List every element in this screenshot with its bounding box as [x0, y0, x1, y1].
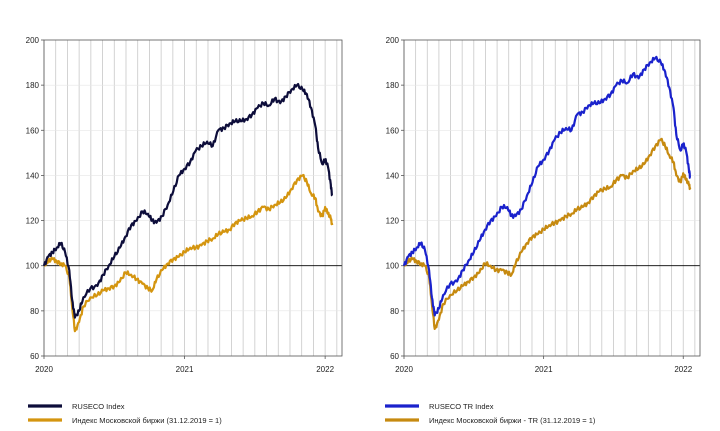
y-tick-label: 80	[30, 307, 39, 316]
y-tick-label: 140	[386, 171, 400, 180]
legend-label: RUSECO Index	[72, 402, 125, 411]
y-tick-label: 120	[26, 217, 40, 226]
plot-frame	[403, 39, 701, 357]
series-line-1	[42, 82, 333, 319]
x-tick-label: 2020	[35, 365, 53, 374]
y-tick-label: 160	[26, 126, 40, 135]
series-line-1	[402, 55, 691, 317]
x-tick-label: 2022	[316, 365, 334, 374]
right-chart: 60 80 100 120 140 160 180 200 2020 2021 2022 RUSECO…	[385, 36, 701, 425]
y-tick-label: 100	[26, 262, 40, 271]
x-tick-label: 2020	[395, 365, 413, 374]
y-tick-label: 200	[386, 36, 400, 45]
x-tick-label: 2022	[674, 365, 692, 374]
y-tick-label: 60	[390, 352, 399, 361]
x-tick-label: 2021	[176, 365, 194, 374]
y-tick-label: 180	[26, 81, 40, 90]
y-tick-label: 200	[26, 36, 40, 45]
left-chart: 60 80 100 120 140 160 180 200 2020 2021 2022 RUSECO…	[26, 36, 343, 425]
y-tick-label: 120	[386, 217, 400, 226]
x-tick-label: 2021	[535, 365, 553, 374]
legend-label: Индекс Московской биржи - TR (31.12.2019…	[429, 416, 596, 425]
series-line-2	[43, 173, 334, 333]
y-tick-label: 160	[386, 126, 400, 135]
legend-label: Индекс Московской биржи (31.12.2019 = 1)	[72, 416, 222, 425]
legend-label: RUSECO TR Index	[429, 402, 494, 411]
y-tick-label: 80	[390, 307, 399, 316]
y-tick-label: 100	[386, 262, 400, 271]
plot-frame	[43, 39, 343, 357]
y-tick-label: 180	[386, 81, 400, 90]
series-line-2	[403, 137, 692, 330]
y-tick-label: 60	[30, 352, 39, 361]
y-tick-label: 140	[26, 171, 40, 180]
